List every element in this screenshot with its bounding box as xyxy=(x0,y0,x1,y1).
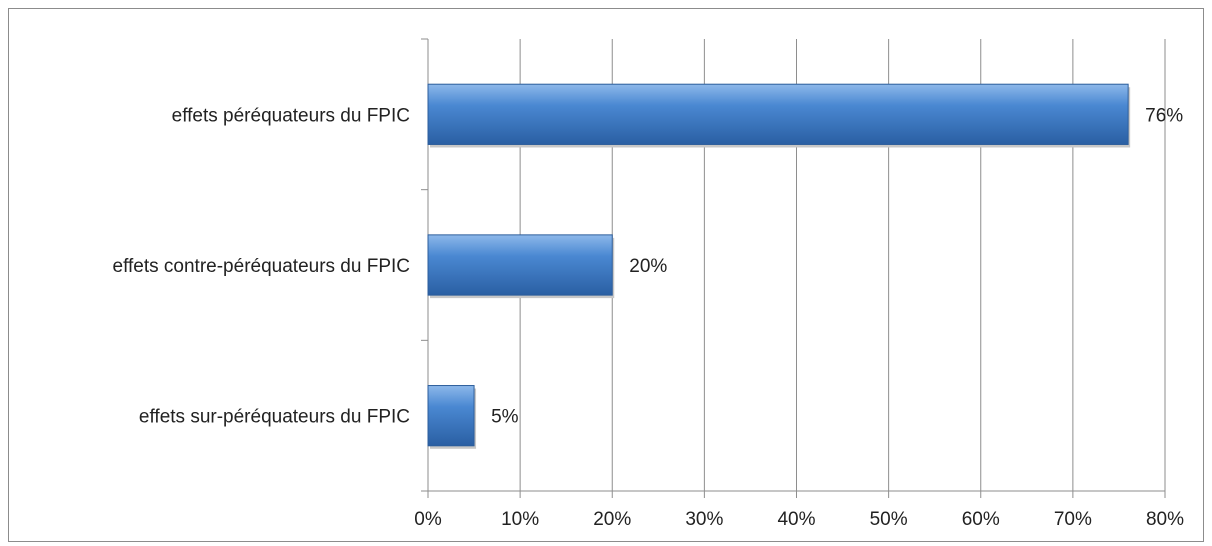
x-tick-label: 80% xyxy=(1146,509,1184,530)
x-tick-label: 20% xyxy=(593,509,631,530)
bar-2 xyxy=(427,234,613,296)
category-label: effets sur-péréquateurs du FPIC xyxy=(139,407,410,428)
labels: 0% 10% 20% 30% 40% 50% 60% 70% 80% effets péréqua… xyxy=(113,105,1185,530)
x-tick-label: 70% xyxy=(1054,509,1092,530)
data-label: 5% xyxy=(491,407,519,428)
bar-3 xyxy=(427,385,475,447)
x-tick-label: 50% xyxy=(870,509,908,530)
x-tick-label: 30% xyxy=(685,509,723,530)
x-tick-label: 0% xyxy=(414,509,442,530)
category-label: effets contre-péréquateurs du FPIC xyxy=(113,256,410,277)
x-tick-label: 60% xyxy=(962,509,1000,530)
data-label: 76% xyxy=(1145,105,1183,126)
x-tick-label: 40% xyxy=(777,509,815,530)
category-label: effets péréquateurs du FPIC xyxy=(172,105,410,126)
data-label: 20% xyxy=(629,256,667,277)
chart-frame: 0% 10% 20% 30% 40% 50% 60% 70% 80% effets péréqua… xyxy=(8,8,1204,542)
bars xyxy=(427,83,1131,449)
bar-chart: 0% 10% 20% 30% 40% 50% 60% 70% 80% effets péréqua… xyxy=(113,38,1185,530)
bar-1 xyxy=(427,83,1129,145)
x-tick-label: 10% xyxy=(501,509,539,530)
